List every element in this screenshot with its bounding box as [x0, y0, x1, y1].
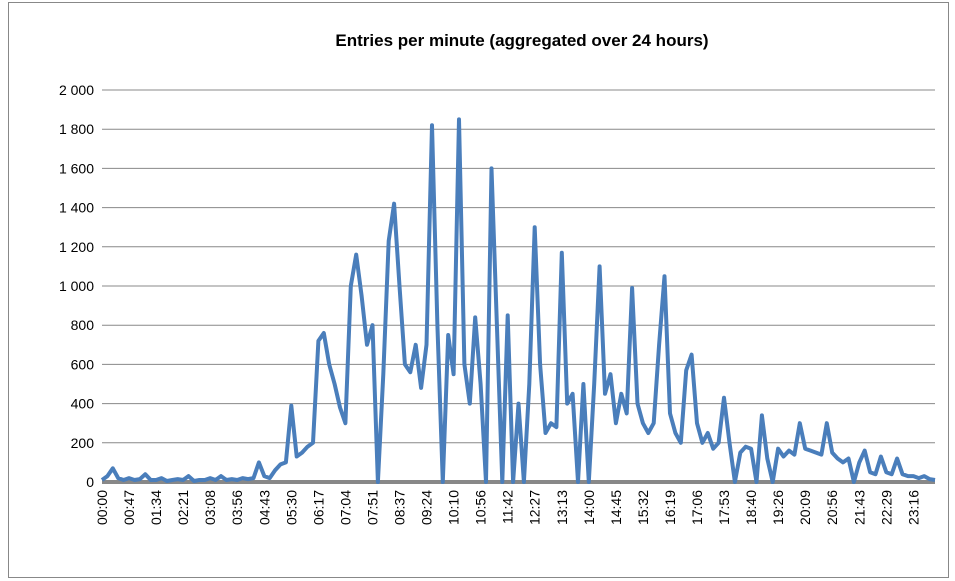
x-tick-label: 00:00	[94, 490, 110, 525]
x-tick-label: 11:42	[500, 490, 516, 524]
x-tick-label: 12:27	[527, 490, 543, 525]
data-line	[100, 117, 936, 484]
y-tick-label: 400	[71, 396, 95, 412]
x-tick-label: 14:45	[608, 490, 624, 525]
y-tick-label: 1 600	[59, 160, 94, 176]
y-tick-label: 1 200	[59, 239, 94, 255]
x-tick-label: 09:24	[419, 490, 435, 525]
x-tick-label: 07:51	[364, 490, 380, 525]
x-tick-label: 13:13	[554, 490, 570, 525]
x-tick-label: 14:00	[581, 490, 597, 525]
y-tick-label: 600	[71, 356, 95, 372]
x-tick-label: 07:04	[337, 490, 353, 525]
x-tick-label: 15:32	[635, 490, 651, 525]
y-tick-label: 1 000	[59, 278, 94, 294]
y-tick-label: 800	[71, 317, 95, 333]
x-tick-label: 17:53	[716, 490, 732, 525]
x-tick-label: 21:43	[851, 490, 867, 525]
x-tick-label: 10:56	[473, 490, 489, 525]
y-tick-label: 200	[71, 435, 95, 451]
x-tick-label: 08:37	[392, 490, 408, 525]
y-tick-label: 1 800	[59, 121, 94, 137]
y-tick-label: 1 400	[59, 200, 94, 216]
x-tick-label: 03:56	[229, 490, 245, 525]
x-tick-label: 10:10	[446, 490, 462, 525]
x-tick-label: 00:47	[121, 490, 137, 525]
x-tick-label: 17:06	[689, 490, 705, 525]
x-tick-label: 22:29	[878, 490, 894, 525]
x-tick-label: 20:09	[797, 490, 813, 525]
x-tick-label: 18:40	[743, 490, 759, 525]
x-tick-label: 05:30	[283, 490, 299, 525]
x-tick-label: 06:17	[310, 490, 326, 525]
x-tick-label: 19:26	[770, 490, 786, 525]
x-tick-label: 16:19	[662, 490, 678, 525]
x-tick-label: 23:16	[905, 490, 921, 525]
x-tick-label: 01:34	[148, 490, 164, 525]
x-tick-label: 04:43	[256, 490, 272, 525]
x-tick-label: 20:56	[824, 490, 840, 525]
chart-title: Entries per minute (aggregated over 24 h…	[335, 31, 708, 50]
y-tick-label: 2 000	[59, 82, 94, 98]
x-tick-label: 03:08	[202, 490, 218, 525]
y-tick-label: 0	[86, 474, 94, 490]
x-tick-label: 02:21	[175, 490, 191, 525]
